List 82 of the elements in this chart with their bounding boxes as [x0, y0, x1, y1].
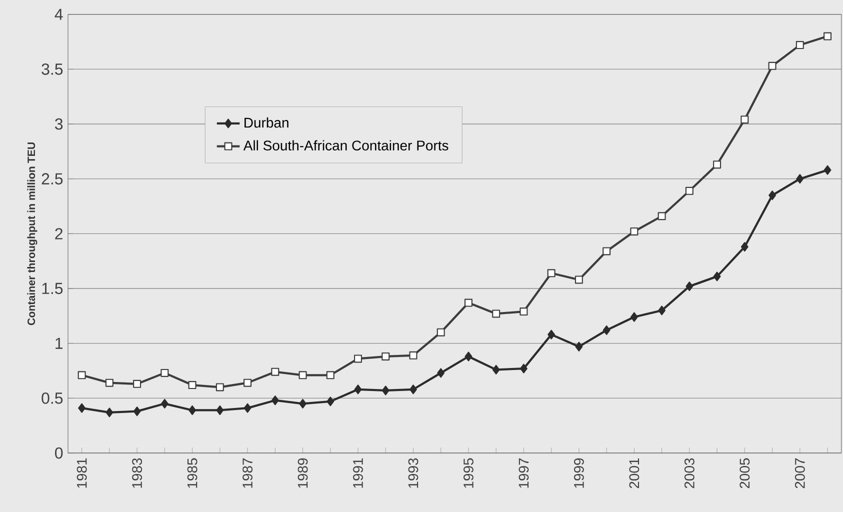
x-tick-label: 1983 [132, 458, 142, 488]
x-tick-label: 2001 [629, 458, 640, 488]
x-tick-label: 1999 [574, 458, 584, 488]
point [574, 276, 583, 284]
y-tick-label: 0.5 [42, 392, 63, 404]
point [796, 41, 804, 50]
point [492, 364, 500, 374]
y-axis-title: Container throughput in million TEU [27, 142, 38, 326]
point [713, 160, 722, 169]
point [271, 396, 279, 406]
point [133, 380, 142, 388]
point [547, 269, 556, 278]
point [105, 378, 114, 387]
point [409, 351, 418, 360]
x-tick-label: 1989 [298, 458, 308, 488]
point [740, 242, 748, 252]
point [437, 368, 445, 378]
point [78, 371, 86, 380]
x-tick-label: 2007 [794, 458, 805, 488]
point [713, 272, 721, 282]
x-tick-label: 1993 [408, 458, 418, 488]
y-tick-label: 1.5 [42, 282, 63, 294]
point [548, 330, 556, 340]
y-tick-label: 2.5 [42, 173, 63, 184]
point [658, 212, 666, 220]
point [244, 403, 252, 413]
point [354, 384, 362, 394]
y-tick-label: 3 [55, 118, 63, 130]
point [520, 364, 528, 374]
point [658, 306, 666, 316]
point [630, 227, 638, 236]
x-tick-label: 1991 [353, 458, 363, 488]
point [796, 174, 804, 184]
point [78, 403, 86, 413]
point [188, 381, 196, 390]
y-tick-label: 1 [56, 338, 63, 349]
point [520, 308, 528, 316]
x-tick-label: 1981 [76, 458, 87, 488]
y-tick-label: 2 [55, 228, 62, 240]
point [464, 298, 472, 307]
x-tick-label: 1987 [242, 458, 252, 488]
point [382, 386, 390, 396]
point [271, 368, 280, 376]
x-tick-label: 1997 [518, 458, 529, 488]
point [326, 371, 334, 380]
point [244, 378, 252, 387]
point [824, 32, 832, 40]
point [133, 406, 141, 416]
point [382, 352, 390, 360]
point [298, 371, 307, 380]
point [216, 383, 224, 392]
point [299, 398, 306, 408]
point [354, 354, 362, 363]
x-tick-label: 1985 [187, 458, 198, 488]
point [740, 116, 749, 124]
point [216, 405, 224, 416]
legend-label: Durban [244, 117, 288, 128]
point [602, 247, 611, 256]
point [188, 405, 196, 416]
point [106, 408, 114, 418]
point [492, 310, 500, 318]
point [630, 312, 638, 322]
point [768, 190, 776, 200]
x-tick-label: 2005 [740, 458, 750, 488]
point [824, 165, 832, 175]
point [160, 398, 168, 408]
point [602, 325, 610, 335]
point [410, 384, 417, 394]
point [326, 396, 334, 406]
point [160, 368, 169, 377]
y-tick-label: 0 [55, 447, 63, 459]
y-tick-label: 3.5 [42, 64, 63, 75]
point [464, 352, 472, 362]
point [436, 328, 445, 336]
x-tick-label: 2003 [684, 458, 694, 488]
point [685, 186, 694, 195]
y-tick-label: 4 [54, 8, 63, 20]
point [686, 282, 694, 292]
point [575, 342, 583, 352]
x-tick-label: 1995 [464, 458, 474, 488]
legend-label: All South-African Container Ports [243, 140, 448, 150]
point [768, 62, 776, 70]
